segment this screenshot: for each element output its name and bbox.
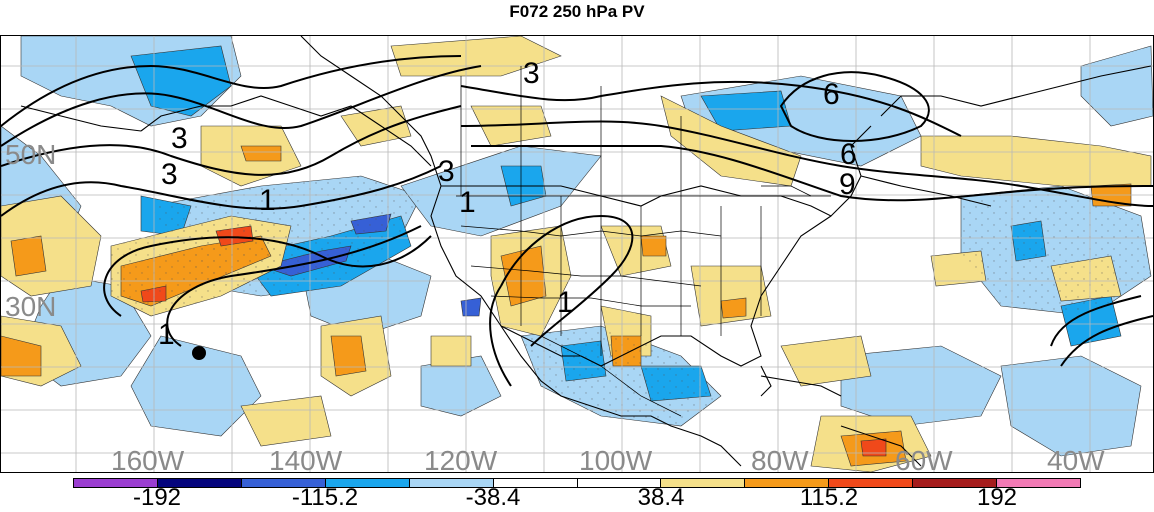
contour-label: 3 <box>161 158 178 191</box>
contour-label: 1 <box>158 318 175 351</box>
contour-label: 1 <box>259 184 276 217</box>
longitude-labels: 160W 140W 120W 100W 80W 60W 40W <box>111 445 1105 472</box>
contour-label: 1 <box>459 186 476 219</box>
colorbar <box>73 478 1081 488</box>
colorbar-label: -115.2 <box>291 484 359 511</box>
lon-label-140w: 140W <box>269 445 343 472</box>
contour-label: 9 <box>839 168 856 201</box>
colorbar-label: 192 <box>976 484 1018 511</box>
lat-label-50n: 50N <box>5 139 56 170</box>
contour-label: 3 <box>523 57 540 90</box>
map-canvas: 3 3 1 1 1 1 3 3 6 6 9 50N 30N 160W 140W … <box>1 36 1153 472</box>
lon-label-100w: 100W <box>579 445 653 472</box>
lon-label-40w: 40W <box>1047 445 1105 472</box>
colorbar-segment <box>325 479 410 487</box>
colorbar-segment <box>913 479 998 487</box>
colorbar-segment <box>157 479 242 487</box>
contour-label: 6 <box>823 78 840 111</box>
colorbar-label: -192 <box>132 484 182 511</box>
colorbar-segment <box>829 479 914 487</box>
pv-contours <box>1 55 1153 387</box>
latitude-labels: 50N 30N <box>5 139 56 322</box>
colorbar-label: 38.4 <box>637 484 685 511</box>
map-title: F072 250 hPa PV <box>509 2 645 21</box>
colorbar-segment <box>74 479 158 487</box>
colorbar-segment <box>493 479 578 487</box>
lon-label-120w: 120W <box>424 445 498 472</box>
colorbar-label: 115.2 <box>799 484 859 511</box>
location-marker <box>192 346 206 360</box>
lon-label-60w: 60W <box>895 445 953 472</box>
contour-label: 3 <box>171 122 188 155</box>
colorbar-segment <box>241 479 326 487</box>
colorbar-segment <box>997 479 1081 487</box>
pv-map: 3 3 1 1 1 1 3 3 6 6 9 50N 30N 160W 140W … <box>0 35 1154 473</box>
colorbar-segment <box>745 479 830 487</box>
contour-label: 1 <box>557 286 574 319</box>
lat-label-30n: 30N <box>5 291 56 322</box>
colorbar-segment <box>661 479 746 487</box>
colorbar-segment <box>409 479 494 487</box>
colorbar-segment <box>577 479 662 487</box>
lat-lon-grid <box>1 36 1153 472</box>
contour-labels: 3 3 1 1 1 1 3 3 6 6 9 <box>158 57 857 351</box>
political-borders <box>456 66 831 417</box>
contour-label: 3 <box>438 155 455 188</box>
colorbar-label: -38.4 <box>465 484 521 511</box>
contour-label: 6 <box>840 138 857 171</box>
lon-label-160w: 160W <box>111 445 185 472</box>
lon-label-80w: 80W <box>751 445 809 472</box>
